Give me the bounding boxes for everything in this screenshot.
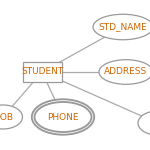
Text: STD_NAME: STD_NAME bbox=[99, 22, 147, 32]
Ellipse shape bbox=[138, 111, 150, 135]
Text: STUDENT: STUDENT bbox=[21, 68, 63, 76]
Text: ADDRESS: ADDRESS bbox=[104, 68, 148, 76]
Ellipse shape bbox=[34, 102, 92, 132]
Text: DOB: DOB bbox=[0, 112, 13, 122]
Ellipse shape bbox=[32, 99, 94, 135]
Ellipse shape bbox=[99, 60, 150, 84]
Text: PHONE: PHONE bbox=[47, 112, 79, 122]
Ellipse shape bbox=[0, 105, 22, 129]
FancyBboxPatch shape bbox=[22, 62, 62, 82]
Ellipse shape bbox=[93, 14, 150, 40]
